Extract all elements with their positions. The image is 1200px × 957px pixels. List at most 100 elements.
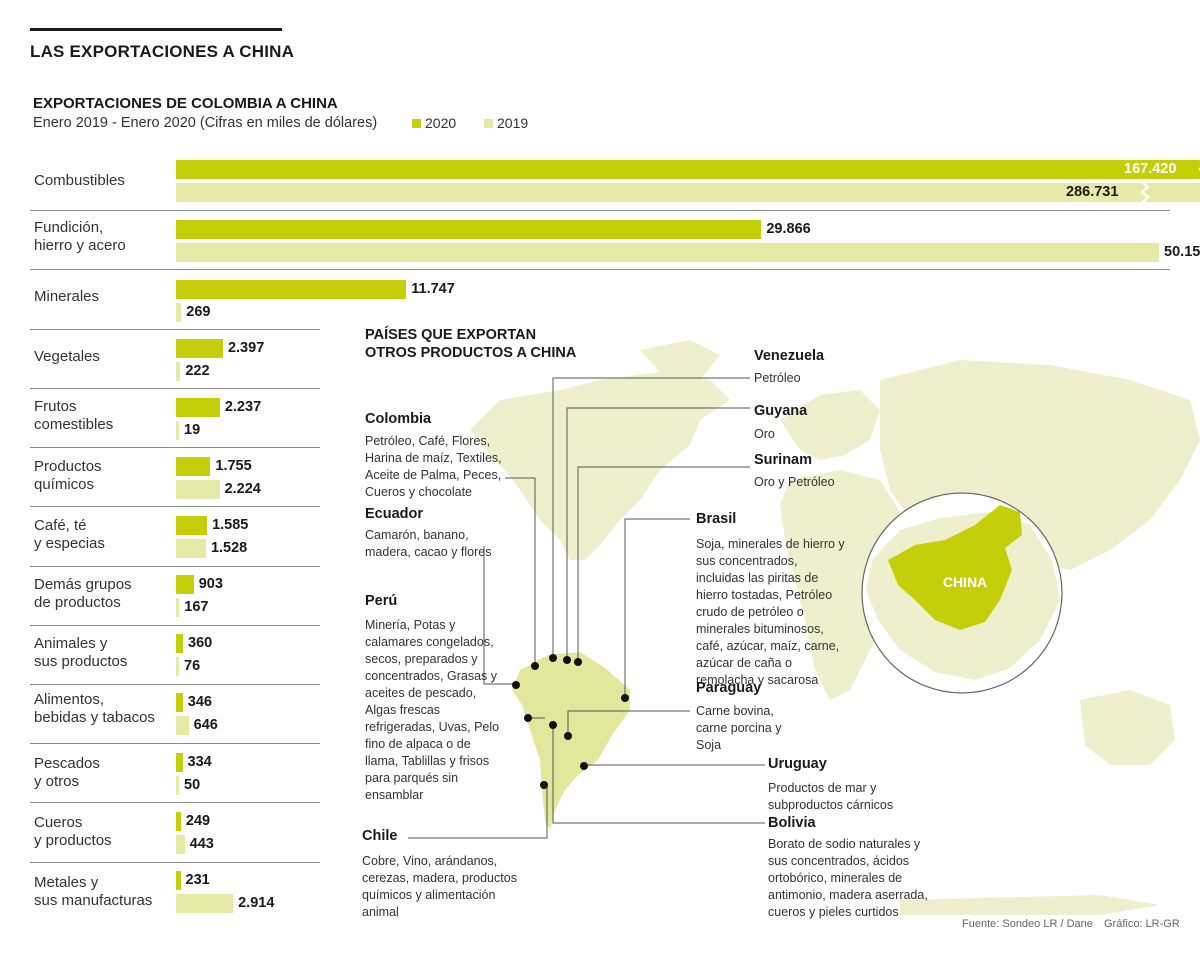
country-name: Guyana <box>754 403 808 419</box>
category-label: Alimentos, bebidas y tabacos <box>34 691 155 726</box>
antarctica-shape <box>900 895 1160 915</box>
value-label: 903 <box>198 576 223 592</box>
bar-2019 <box>176 598 180 617</box>
country-products: Carne bovina, carne porcina y Soja <box>696 704 782 752</box>
country-products: Productos de mar y subproductos cárnicos <box>768 781 894 812</box>
bar-2019 <box>176 303 182 322</box>
category-label: Café, té y especias <box>34 517 105 552</box>
value-label: 29.866 <box>766 221 811 237</box>
south-america-shape <box>512 652 630 830</box>
bar-2019 <box>176 183 1200 202</box>
row-separator <box>30 447 320 448</box>
country-products: Camarón, banano, madera, cacao y flores <box>365 528 492 559</box>
bar-2020 <box>176 693 183 712</box>
country-name: Colombia <box>365 411 432 427</box>
country-products: Soja, minerales de hierro y sus concentr… <box>696 537 845 687</box>
value-label: 443 <box>189 836 214 852</box>
country-name: Surinam <box>754 452 813 468</box>
value-label: 334 <box>187 754 212 770</box>
bar-2020 <box>176 634 184 653</box>
value-label: 2.237 <box>224 399 262 415</box>
axis-break-mark <box>1198 159 1200 180</box>
value-label: 167.420 <box>1124 161 1177 177</box>
category-label: Productos químicos <box>34 458 102 493</box>
row-separator <box>30 743 320 744</box>
country-name: Brasil <box>696 511 737 527</box>
australia-shape <box>1080 690 1175 765</box>
category-label: Frutos comestibles <box>34 398 114 433</box>
value-label: 50.155 <box>1164 244 1200 260</box>
category-label: Fundición, hierro y acero <box>34 219 126 254</box>
value-label: 231 <box>185 872 210 888</box>
axis-break-mark <box>1140 182 1150 203</box>
bar-2020 <box>176 457 211 476</box>
country-name: Chile <box>362 828 398 844</box>
country-name: Bolivia <box>768 815 816 831</box>
bar-2020 <box>176 575 194 594</box>
bar-2020 <box>176 871 181 890</box>
bar-2019 <box>176 421 179 440</box>
bar-2020 <box>176 398 220 417</box>
chart-subtitle: Enero 2019 - Enero 2020 (Cifras en miles… <box>33 115 378 131</box>
country-name: Paraguay <box>696 680 762 696</box>
value-label: 646 <box>193 717 218 733</box>
category-label: Cueros y productos <box>34 814 112 849</box>
value-label: 346 <box>187 694 212 710</box>
bar-2019 <box>176 243 1160 262</box>
bar-2020 <box>176 160 1200 179</box>
value-label: 269 <box>186 304 211 320</box>
country-name: Venezuela <box>754 348 825 364</box>
bar-2019 <box>176 894 234 913</box>
bar-2019 <box>176 539 206 558</box>
category-label: Combustibles <box>34 172 125 189</box>
africa-shape <box>780 470 910 700</box>
country-products: Oro <box>754 427 775 441</box>
legend-label-2020: 2020 <box>425 115 457 131</box>
row-separator <box>30 269 1170 270</box>
bar-2020 <box>176 753 183 772</box>
value-label: 360 <box>188 635 213 651</box>
top-rule <box>30 28 282 31</box>
bar-2020 <box>176 339 223 358</box>
row-separator <box>30 566 320 567</box>
value-label: 249 <box>185 813 211 829</box>
category-label: Minerales <box>34 288 100 305</box>
country-products: Petróleo <box>754 371 801 385</box>
legend-label-2019: 2019 <box>497 115 529 131</box>
bar-2019 <box>176 716 189 735</box>
value-label: 2.224 <box>224 481 261 497</box>
value-label: 1.755 <box>215 458 252 474</box>
category-label: Pescados y otros <box>34 755 100 790</box>
bar-2019 <box>176 776 179 795</box>
bar-2019 <box>176 657 179 676</box>
country-name: Perú <box>365 593 398 609</box>
row-separator <box>30 625 320 626</box>
credit-note: Gráfico: LR-GR <box>1104 918 1180 930</box>
category-label: Metales y sus manufacturas <box>34 874 153 909</box>
value-label: 1.528 <box>210 540 248 556</box>
value-label: 2.914 <box>238 895 275 911</box>
country-products: Oro y Petróleo <box>754 475 835 489</box>
category-label: Animales y sus productos <box>34 635 128 670</box>
country-name: Ecuador <box>365 506 424 522</box>
row-separator <box>30 802 320 803</box>
china-label: CHINA <box>943 574 987 590</box>
bar-2019 <box>176 835 185 854</box>
greenland-shape <box>640 340 720 380</box>
page-title: LAS EXPORTACIONES A CHINA <box>30 42 295 61</box>
legend-swatch-2020 <box>412 119 421 128</box>
europe-shape <box>780 390 880 460</box>
value-label: 11.747 <box>411 281 455 297</box>
bar-2019 <box>176 362 181 381</box>
value-label: 76 <box>184 658 201 674</box>
legend-swatch-2019 <box>484 119 493 128</box>
china-shape <box>888 505 1022 630</box>
chart-title: EXPORTACIONES DE COLOMBIA A CHINA <box>33 95 338 112</box>
row-separator <box>30 862 320 863</box>
source-note: Fuente: Sondeo LR / Dane <box>962 918 1093 930</box>
country-products: Minería, Potas y calamares congelados, s… <box>365 618 500 802</box>
value-label: 167 <box>184 599 209 615</box>
row-separator <box>30 388 320 389</box>
country-products: Petróleo, Café, Flores, Harina de maíz, … <box>365 434 502 499</box>
bar-2019 <box>176 480 220 499</box>
